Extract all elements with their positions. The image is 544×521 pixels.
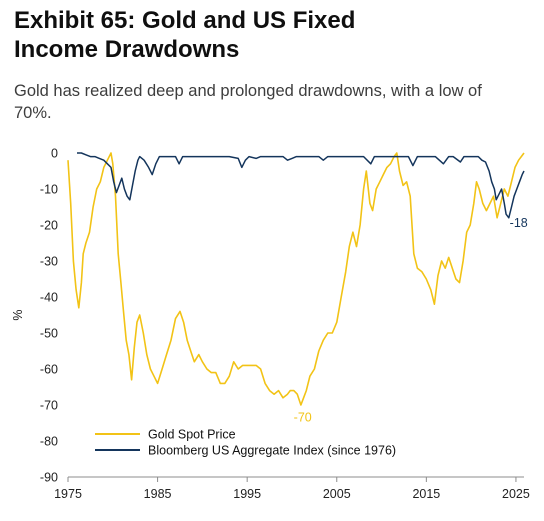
x-tick-label: 2015 [412,487,440,501]
x-tick-label: 1995 [233,487,261,501]
y-tick-label: -80 [40,435,58,449]
y-tick-label: -90 [40,471,58,485]
y-tick-label: -30 [40,255,58,269]
gold-low-annotation: -70 [294,411,312,425]
legend-label: Gold Spot Price [148,428,236,442]
y-tick-label: -60 [40,363,58,377]
legend: Gold Spot Price Bloomberg US Aggregate In… [95,428,396,458]
y-tick-label: -40 [40,291,58,305]
y-axis-label: % [11,309,25,320]
chart-title: Exhibit 65: Gold and US Fixed Income Dra… [14,7,356,63]
x-tick-label: 1985 [144,487,172,501]
y-tick-label: -70 [40,399,58,413]
y-tick-label: 0 [51,147,58,161]
y-tick-label: -10 [40,183,58,197]
y-tick-label: -20 [40,219,58,233]
chart-subtitle: Gold has realized deep and prolonged dra… [14,82,482,122]
index-low-annotation: -18 [510,216,528,230]
bloomberg-us-aggregate-line [77,152,525,219]
y-tick-label: -50 [40,327,58,341]
y-axis: 0 -10 -20 -30 -40 -50 -60 -70 -80 -90 [40,147,58,485]
x-tick-label: 2005 [323,487,351,501]
x-tick-label: 1975 [54,487,82,501]
x-axis: 1975 1985 1995 2005 2015 2025 [54,476,530,501]
x-tick-label: 2025 [502,487,530,501]
annotations: -70 -18 [294,216,528,424]
plot-area [67,152,525,406]
legend-label: Bloomberg US Aggregate Index (since 1976… [148,444,396,458]
gold-spot-price-line [67,152,525,406]
